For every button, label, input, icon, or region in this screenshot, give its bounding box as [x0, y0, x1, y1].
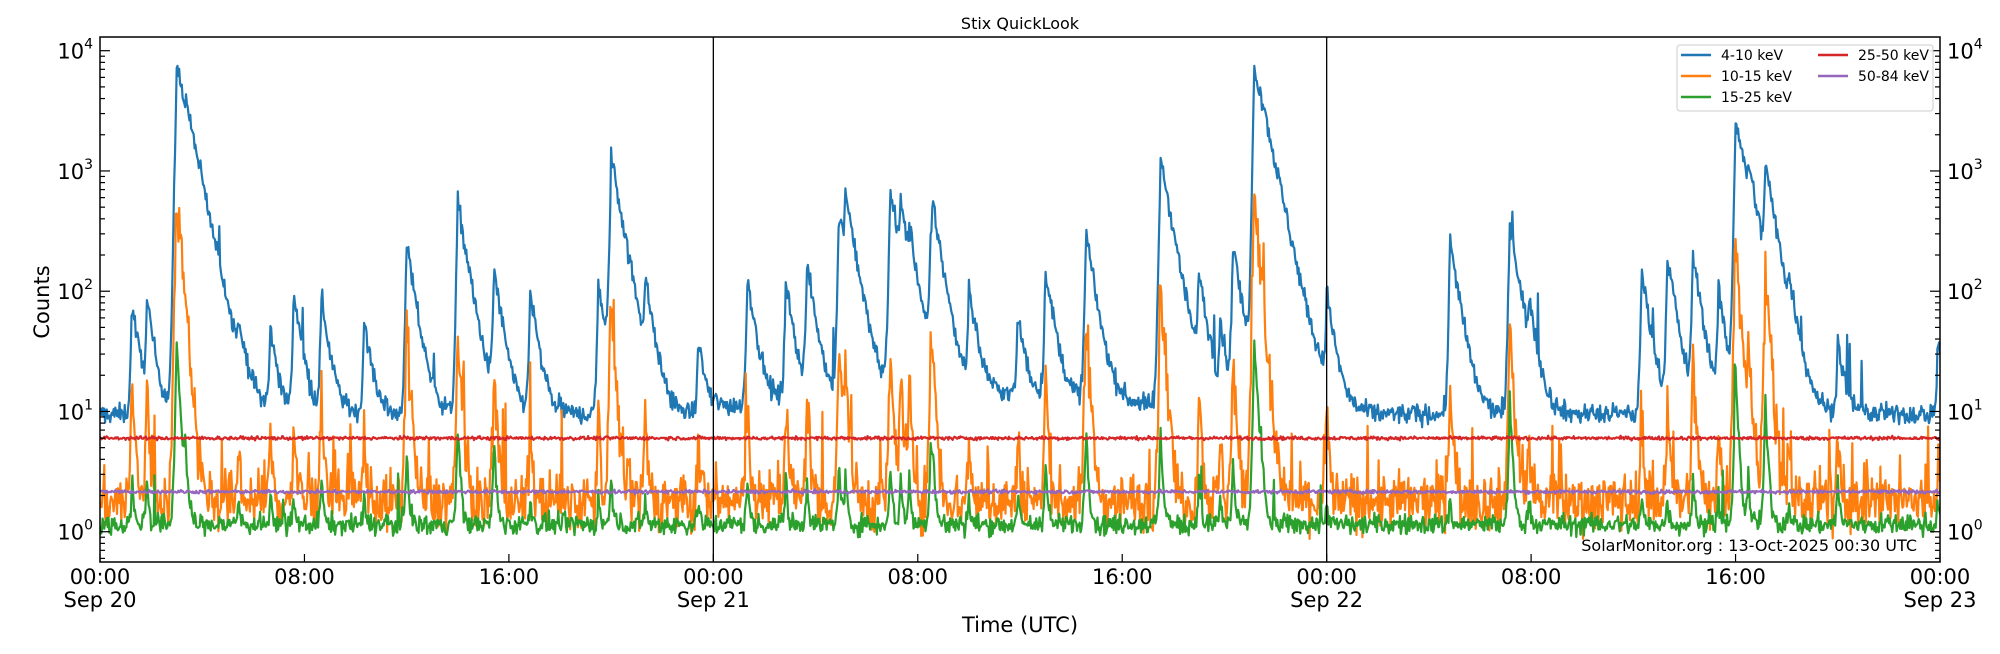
x-tick-date-label: Sep 23 — [1904, 588, 1977, 612]
x-tick-label: 00:00 — [1910, 565, 1971, 589]
legend-label: 50-84 keV — [1858, 69, 1929, 85]
y-tick-label-left: 102 — [57, 277, 93, 304]
legend-label: 15-25 keV — [1721, 90, 1792, 106]
y-tick-label-left: 104 — [57, 37, 93, 64]
x-tick-label: 00:00 — [1296, 565, 1357, 589]
legend-label: 10-15 keV — [1721, 69, 1792, 85]
plot-frame — [99, 36, 1941, 563]
x-tick-label: 08:00 — [274, 565, 335, 589]
x-tick-label: 16:00 — [1705, 565, 1766, 589]
y-tick-label-right: 102 — [1947, 277, 1983, 304]
series-layer — [100, 64, 1940, 541]
series-line-25-50-keV — [100, 434, 1940, 442]
x-tick-date-label: Sep 20 — [64, 588, 137, 612]
x-tick-label: 08:00 — [1501, 565, 1562, 589]
series-line-15-25-keV — [100, 339, 1940, 539]
x-tick-label: 16:00 — [1092, 565, 1153, 589]
y-tick-label-right: 100 — [1947, 518, 1983, 545]
legend-box — [1676, 44, 1934, 112]
y-tick-label-left: 100 — [57, 518, 93, 545]
x-tick-label: 16:00 — [479, 565, 540, 589]
y-tick-label-right: 103 — [1947, 157, 1983, 184]
y-tick-label-right: 101 — [1947, 397, 1983, 424]
series-line-10-15-keV — [100, 193, 1940, 541]
watermark: SolarMonitor.org : 13-Oct-2025 00:30 UTC — [1581, 536, 1917, 555]
y-tick-label-right: 104 — [1947, 37, 1983, 64]
legend: 4-10 keV 10-15 keV 15-25 keV 25-50 keV 50-84… — [1676, 44, 1934, 112]
x-tick-label: 00:00 — [683, 565, 744, 589]
x-tick-label: 08:00 — [888, 565, 949, 589]
x-axis-label: Time (UTC) — [961, 613, 1078, 637]
y-tick-label-left: 101 — [57, 397, 93, 424]
series-line-50-84-keV — [100, 488, 1940, 496]
legend-label: 25-50 keV — [1858, 48, 1929, 64]
y-tick-label-left: 103 — [57, 157, 93, 184]
y-axis-label: Counts — [30, 265, 54, 338]
legend-label: 4-10 keV — [1721, 48, 1783, 64]
day-separators — [712, 37, 1328, 562]
x-tick-date-label: Sep 22 — [1290, 588, 1363, 612]
x-tick-date-label: Sep 21 — [677, 588, 750, 612]
chart-title: Stix QuickLook — [961, 14, 1080, 33]
series-line-4-10-keV — [100, 64, 1940, 429]
x-tick-label: 00:00 — [70, 565, 131, 589]
